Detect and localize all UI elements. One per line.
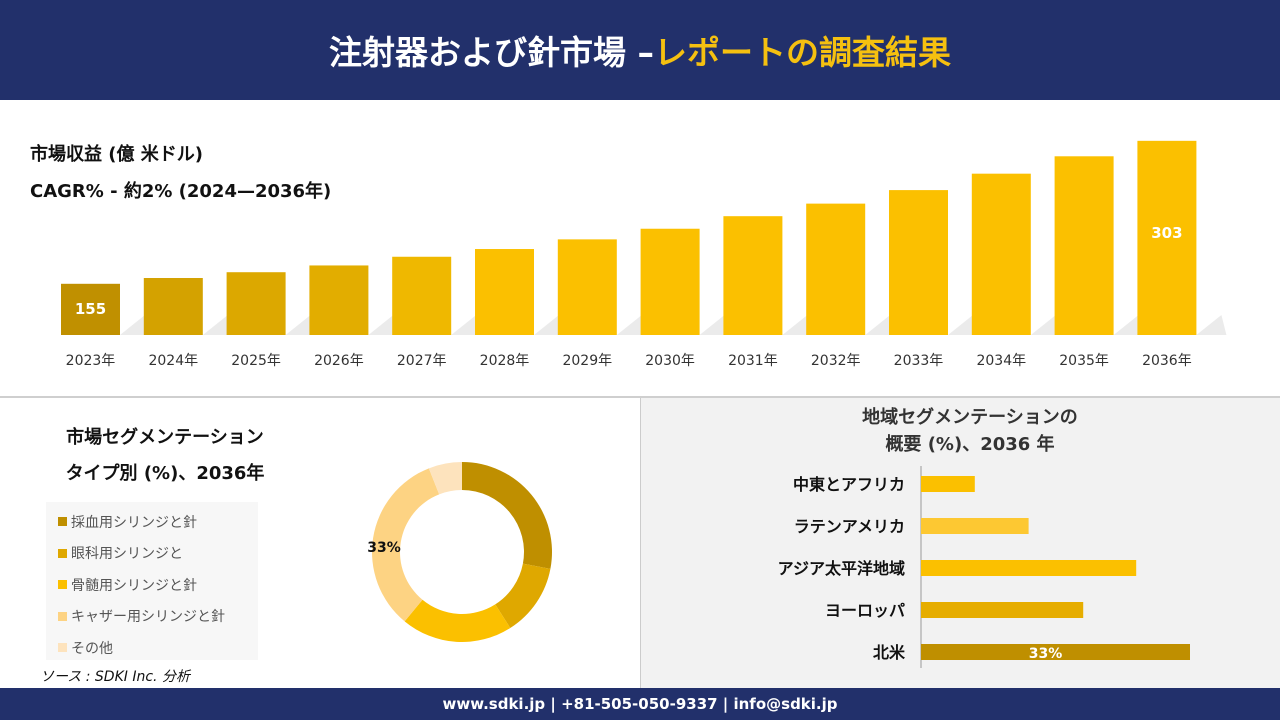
revenue-bar <box>1054 156 1114 335</box>
year-label: 2034年 <box>976 353 1026 369</box>
region-panel <box>641 398 1280 688</box>
region-value-label: 33% <box>1029 646 1063 662</box>
region-bar <box>921 602 1084 618</box>
bar-shadow <box>948 315 978 335</box>
year-label: 2028年 <box>480 353 530 369</box>
year-label: 2023年 <box>66 353 116 369</box>
segment-donut-chart: 33% <box>367 462 552 642</box>
donut-segment <box>372 468 440 622</box>
legend-item: キャザー用シリンジと針 <box>58 601 258 633</box>
bar-shadow <box>368 315 399 335</box>
revenue-bar <box>1137 140 1197 335</box>
donut-value-label: 33% <box>367 540 401 556</box>
bar-shadow <box>699 315 730 335</box>
bar-shadow <box>616 315 647 335</box>
year-label: 2027年 <box>397 353 447 369</box>
legend-swatch <box>58 548 67 558</box>
bar-shadow <box>782 315 813 335</box>
legend-swatch <box>58 611 67 621</box>
segment-title: 市場セグメンテーション タイプ別 (%)、2036年 <box>40 420 290 492</box>
donut-segment <box>462 462 552 569</box>
source-note: ソース : SDKI Inc. 分析 <box>40 669 190 685</box>
segment-title-line1: 市場セグメンテーション <box>66 427 264 448</box>
bar-shadow <box>1113 315 1144 335</box>
bar-shadow <box>1196 315 1227 335</box>
revenue-bar <box>143 278 203 335</box>
year-label: 2029年 <box>562 353 612 369</box>
legend-label: その他 <box>71 640 113 657</box>
legend-label: 採血用シリンジと針 <box>71 514 197 531</box>
donut-segment <box>495 563 551 628</box>
segment-legend: 採血用シリンジと針 眼科用シリンジと 骨髄用シリンジと針キャザー用シリンジと針 その他 <box>46 502 258 660</box>
revenue-bar <box>806 203 866 335</box>
revenue-bar <box>971 173 1031 335</box>
donut-segment <box>428 462 462 495</box>
region-label: アジア太平洋地域 <box>778 559 905 578</box>
region-bar <box>921 518 1029 534</box>
region-label: 中東とアフリカ <box>793 475 905 494</box>
divider <box>0 396 1280 398</box>
revenue-bar <box>61 283 120 335</box>
region-bar <box>921 476 975 492</box>
header-banner: 注射器および針市場 – レポートの調査結果 <box>0 0 1280 100</box>
year-label: 2025年 <box>231 353 281 369</box>
legend-item: 採血用シリンジと針 <box>58 506 258 538</box>
year-label: 2033年 <box>894 353 944 369</box>
divider <box>640 398 641 688</box>
legend-item: その他 <box>58 632 258 664</box>
revenue-bar-chart: 2023年 155 2024年 2025年 2026年 2027年 2028年 2029年 20… <box>61 140 1227 369</box>
region-label: ラテンアメリカ <box>794 517 905 536</box>
bar-value-label: 155 <box>75 300 106 318</box>
page-title-highlight: レポートの調査結果 <box>654 33 951 72</box>
year-label: 2035年 <box>1059 353 1109 369</box>
bar-value-label: 303 <box>1151 224 1182 242</box>
year-label: 2032年 <box>811 353 861 369</box>
region-bar <box>921 644 1190 660</box>
legend-label: 骨髄用シリンジと針 <box>71 577 197 594</box>
bar-shadow <box>202 315 233 335</box>
year-label: 2026年 <box>314 353 364 369</box>
bar-shadow <box>120 315 150 335</box>
revenue-bar <box>557 239 617 335</box>
legend-swatch <box>58 580 67 590</box>
year-label: 2031年 <box>728 353 778 369</box>
revenue-bar <box>723 216 783 335</box>
revenue-bar <box>640 228 700 335</box>
region-title-line1: 地域セグメンテーションの <box>862 407 1078 428</box>
bar-shadow <box>534 315 564 335</box>
year-label: 2030年 <box>645 353 695 369</box>
region-title-line2: 概要 (%)、2036 年 <box>885 434 1055 455</box>
legend-label: 眼科用シリンジと <box>71 546 183 563</box>
revenue-bar <box>475 249 534 335</box>
cagr-subtitle: CAGR% - 約2% (2024—2036年) <box>30 181 332 202</box>
footer-contact: www.sdki.jp | +81-505-050-9337 | info@sd… <box>0 688 1280 720</box>
page-title: 注射器および針市場 – <box>329 33 654 72</box>
region-label: ヨーロッパ <box>825 601 905 620</box>
region-label: 北米 <box>873 643 906 662</box>
legend-item: 眼科用シリンジと <box>58 538 258 570</box>
segment-title-line2: タイプ別 (%)、2036年 <box>65 463 265 484</box>
bar-shadow <box>451 315 482 335</box>
bar-shadow <box>865 315 896 335</box>
legend-swatch <box>58 517 67 527</box>
region-title: 地域セグメンテーションの 概要 (%)、2036 年 <box>800 404 1140 458</box>
legend-swatch <box>58 643 67 653</box>
revenue-bar <box>889 190 948 335</box>
revenue-bar <box>309 265 369 335</box>
donut-segment <box>404 599 511 642</box>
revenue-bar <box>392 256 452 335</box>
legend-label: キャザー用シリンジと針 <box>71 609 225 626</box>
legend-item: 骨髄用シリンジと針 <box>58 569 258 601</box>
region-bar <box>921 560 1137 576</box>
bar-shadow <box>1030 315 1061 335</box>
year-label: 2024年 <box>148 353 198 369</box>
bar-shadow <box>285 315 316 335</box>
revenue-bar <box>226 272 286 335</box>
year-label: 2036年 <box>1142 353 1192 369</box>
revenue-chart-title: 市場収益 (億 米ドル) <box>30 144 203 165</box>
